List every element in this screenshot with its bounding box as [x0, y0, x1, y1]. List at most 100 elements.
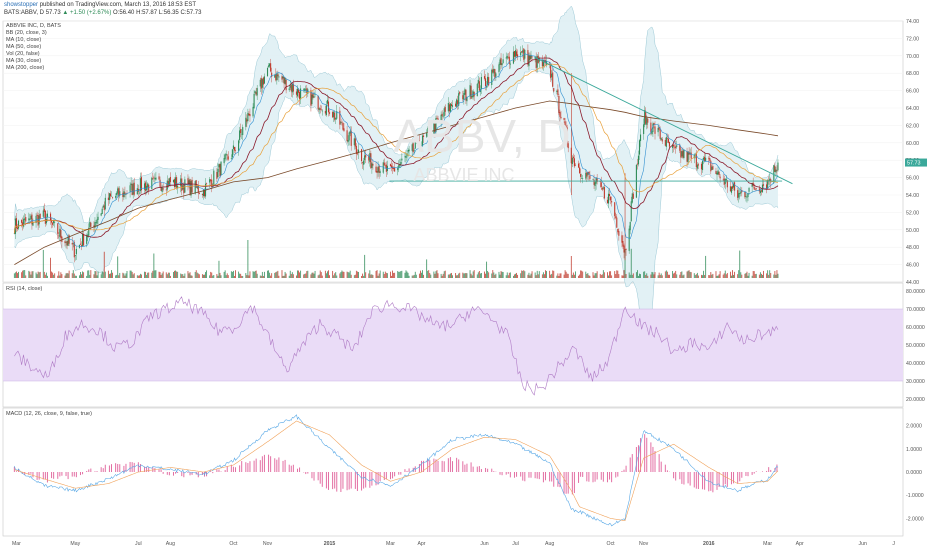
candle-body: [448, 104, 450, 112]
candle-body: [766, 184, 768, 189]
volume-bar: [676, 274, 678, 278]
volume-bar: [71, 273, 73, 278]
volume-bar: [173, 271, 174, 278]
macd-histogram-bar: [404, 469, 406, 472]
volume-bar: [15, 271, 17, 278]
candle-body: [382, 162, 384, 173]
candle-body: [43, 208, 45, 212]
candle-body: [370, 153, 372, 169]
candle-body: [500, 58, 502, 65]
volume-bar: [225, 275, 227, 278]
candle-body: [459, 91, 461, 94]
candle-body: [776, 170, 778, 171]
volume-bar: [80, 272, 81, 278]
volume-bar: [25, 275, 27, 278]
candle-body: [125, 194, 127, 195]
volume-bar: [325, 273, 327, 278]
macd-histogram-bar: [666, 470, 668, 472]
volume-bar: [407, 272, 409, 278]
volume-bar: [152, 270, 154, 278]
candle-body: [695, 153, 697, 168]
volume-bar: [108, 273, 110, 278]
candle-body: [30, 215, 32, 220]
volume-bar: [133, 273, 135, 278]
volume-bar: [420, 270, 421, 278]
macd-histogram-bar: [755, 471, 757, 472]
rsi-label[interactable]: RSI (14, close): [6, 286, 43, 292]
candle-body: [483, 76, 486, 79]
volume-bar: [242, 275, 244, 278]
macd-histogram-bar: [218, 469, 220, 472]
candle-body: [420, 145, 423, 152]
candle-body: [666, 138, 668, 139]
candle-body: [233, 146, 236, 151]
volume-bar: [614, 271, 616, 278]
candle-body: [465, 89, 467, 101]
candle-body: [103, 205, 105, 211]
macd-histogram-bar: [588, 472, 590, 482]
candle-body: [680, 150, 682, 158]
legend-item[interactable]: ABBVIE INC, D, BATS: [6, 23, 61, 29]
legend-item[interactable]: MA (200, close): [6, 65, 45, 71]
volume-bar: [59, 275, 61, 278]
volume-bar: [247, 240, 249, 278]
volume-bar: [646, 273, 648, 278]
candle-body: [283, 77, 285, 84]
legend-item[interactable]: BB (20, close, 3): [6, 30, 47, 36]
macd-histogram-bar: [32, 472, 34, 478]
legend-item[interactable]: MA (30, close): [6, 58, 42, 64]
volume-bar: [246, 275, 248, 278]
volume-bar: [176, 271, 178, 278]
candle-body: [183, 184, 185, 194]
candle-body: [563, 117, 565, 120]
x-tick-label: Jul: [135, 541, 142, 547]
macd-histogram-bar: [51, 472, 53, 479]
candle-body: [437, 118, 439, 120]
macd-tick-label: 2.0000: [906, 424, 922, 430]
candle-body: [637, 155, 640, 165]
macd-histogram-bar: [36, 472, 38, 480]
candle-body: [45, 218, 47, 224]
volume-bar: [520, 273, 522, 278]
macd-histogram-bar: [427, 459, 429, 472]
macd-histogram-bar: [389, 472, 391, 480]
volume-bar: [731, 275, 732, 278]
candle-body: [553, 88, 555, 92]
volume-bar: [223, 271, 225, 278]
candle-body: [536, 55, 538, 68]
macd-histogram-bar: [261, 456, 263, 472]
volume-bar: [259, 275, 261, 278]
volume-bar: [334, 273, 336, 278]
candle-body: [491, 69, 493, 85]
candle-body: [696, 164, 698, 169]
candle-body: [46, 213, 48, 218]
volume-bar: [329, 275, 330, 278]
candle-body: [661, 139, 663, 142]
volume-bar: [565, 271, 567, 278]
volume-bar: [412, 275, 414, 278]
volume-bar: [206, 270, 208, 278]
candle-body: [441, 113, 443, 117]
legend-item[interactable]: MA (10, close): [6, 37, 42, 43]
volume-bar: [321, 275, 323, 278]
macd-histogram-bar: [458, 459, 460, 472]
author-link[interactable]: showstopper: [4, 2, 39, 8]
volume-bar: [74, 275, 76, 278]
candle-body: [708, 158, 710, 159]
legend-item[interactable]: MA (50, close): [6, 44, 42, 50]
volume-bar: [342, 271, 344, 278]
volume-bar: [284, 271, 286, 278]
macd-histogram-bar: [13, 466, 15, 472]
volume-bar: [669, 274, 670, 278]
volume-bar: [61, 274, 63, 278]
volume-bar: [433, 271, 435, 278]
volume-bar: [97, 271, 99, 278]
macd-label[interactable]: MACD (12, 26, close, 9, false, true): [6, 411, 92, 417]
candle-body: [710, 160, 712, 172]
volume-bar: [382, 271, 384, 278]
volume-bar: [775, 274, 777, 278]
volume-bar: [335, 272, 337, 278]
legend-item[interactable]: Vol (20, false): [6, 51, 40, 57]
candle-body: [168, 178, 170, 186]
macd-histogram-bar: [741, 472, 743, 478]
